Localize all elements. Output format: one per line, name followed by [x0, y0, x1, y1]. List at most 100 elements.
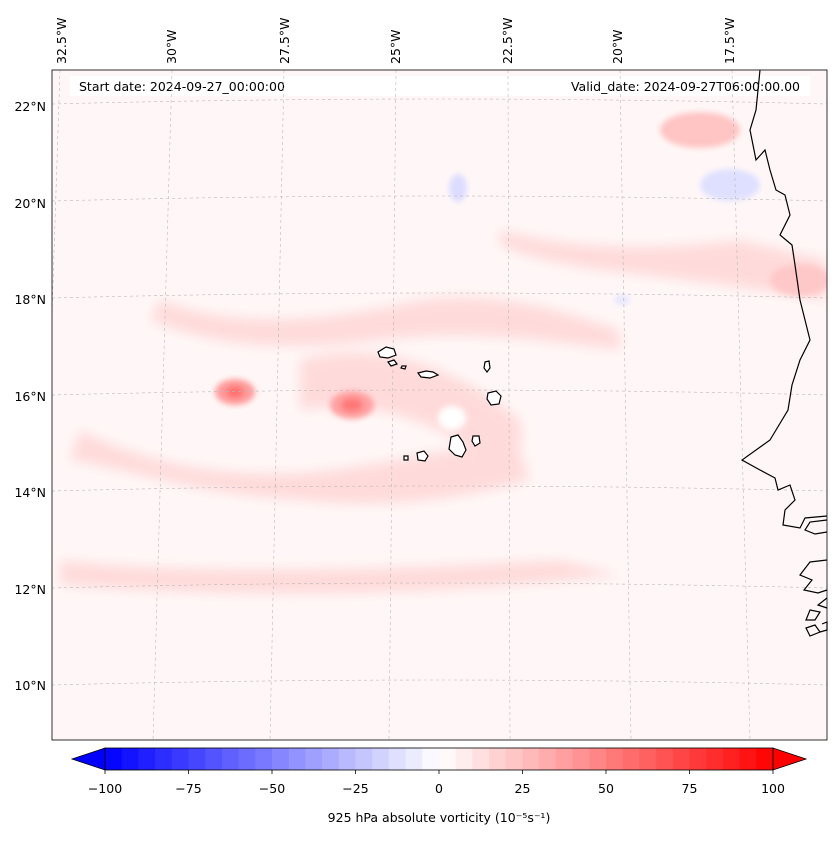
- vorticity-max-northeast: [660, 112, 740, 148]
- island-maio: [471, 435, 481, 447]
- map-panel: Start date: 2024-09-27_00:00:00 Valid_da…: [14, 18, 828, 741]
- colorbar-cell: [756, 748, 774, 770]
- vorticity-min-islands: [438, 406, 466, 430]
- colorbar-cell: [322, 748, 340, 770]
- meridian-17.5w: [731, 70, 751, 740]
- colorbar-tick-label: 75: [682, 781, 698, 796]
- colorbar-cell: [422, 748, 440, 770]
- island-santa-luzia: [400, 365, 407, 370]
- guinea-bissau-coast: [799, 559, 828, 637]
- colorbar-cell: [739, 748, 757, 770]
- colorbar-tick-label: 50: [598, 781, 614, 796]
- island-santiago: [448, 434, 467, 458]
- lon-label: 17.5°W: [722, 18, 737, 64]
- colorbar-tick-label: −25: [342, 781, 368, 796]
- colorbar-cell: [272, 748, 290, 770]
- island-fogo: [416, 450, 429, 462]
- lon-label: 20°W: [610, 29, 625, 64]
- annotation-strip: [70, 76, 810, 96]
- island-santo-antao: [377, 346, 397, 359]
- longitude-labels: 32.5°W 30°W 27.5°W 25°W 22.5°W 20°W 17.5…: [54, 18, 737, 64]
- colorbar-cell: [572, 748, 590, 770]
- colorbar: −100 −75 −50 −25 0 25 50 75 100 925 hPa …: [70, 747, 808, 825]
- vorticity-min-east: [614, 295, 630, 305]
- colorbar-cell: [372, 748, 390, 770]
- lon-label: 22.5°W: [500, 18, 515, 64]
- colorbar-cell: [622, 748, 640, 770]
- colorbar-cell: [355, 748, 373, 770]
- latitude-labels: 22°N 20°N 18°N 16°N 14°N 12°N 10°N: [14, 99, 46, 693]
- vorticity-band-north: [150, 297, 620, 350]
- colorbar-extend-high: [772, 747, 808, 771]
- colorbar-extend-low: [70, 747, 106, 771]
- lat-label: 12°N: [14, 582, 46, 597]
- island-sao-vicente: [387, 359, 398, 367]
- vorticity-band-islands: [300, 352, 522, 460]
- parallel-12n: [52, 582, 827, 589]
- vorticity-min-north: [449, 174, 467, 202]
- colorbar-cell: [405, 748, 423, 770]
- vorticity-max-west-core: [226, 386, 244, 398]
- colorbar-tick-labels: −100 −75 −50 −25 0 25 50 75 100: [88, 781, 785, 796]
- lat-label: 10°N: [14, 678, 46, 693]
- colorbar-tick-label: 0: [435, 781, 443, 796]
- colorbar-label: 925 hPa absolute vorticity (10⁻⁵s⁻¹): [328, 810, 551, 825]
- colorbar-tick-label: 100: [761, 781, 785, 796]
- island-sal: [483, 360, 491, 373]
- start-date-label: Start date: 2024-09-27_00:00:00: [79, 79, 285, 94]
- colorbar-cell: [388, 748, 406, 770]
- colorbar-cell: [656, 748, 674, 770]
- colorbar-cell: [155, 748, 173, 770]
- colorbar-cell: [238, 748, 256, 770]
- island-brava: [403, 455, 409, 461]
- parallel-22n: [52, 98, 827, 105]
- lon-label: 27.5°W: [277, 18, 292, 64]
- colorbar-cell: [589, 748, 607, 770]
- colorbar-cell: [205, 748, 223, 770]
- parallel-16n: [52, 389, 827, 396]
- colorbar-cell: [639, 748, 657, 770]
- colorbar-cell: [255, 748, 273, 770]
- colorbar-cells: [105, 748, 774, 770]
- meridian-30w: [152, 70, 173, 740]
- colorbar-cell: [288, 748, 306, 770]
- colorbar-tick-label: −50: [259, 781, 285, 796]
- lat-label: 14°N: [14, 485, 46, 500]
- vorticity-band-main: [70, 430, 530, 504]
- colorbar-cell: [505, 748, 523, 770]
- colorbar-ticks: [104, 770, 774, 774]
- meridian-20w: [619, 70, 632, 740]
- colorbar-cell: [305, 748, 323, 770]
- cape-verde-islands: [377, 346, 502, 462]
- lat-label: 16°N: [14, 389, 46, 404]
- parallel-10n: [52, 679, 827, 686]
- colorbar-cell: [221, 748, 239, 770]
- lat-label: 20°N: [14, 196, 46, 211]
- lon-label: 30°W: [164, 29, 179, 64]
- lon-label: 32.5°W: [54, 18, 69, 64]
- gambia-coast: [804, 519, 828, 535]
- colorbar-tick-label: −100: [88, 781, 122, 796]
- colorbar-cell: [138, 748, 156, 770]
- colorbar-cell: [472, 748, 490, 770]
- colorbar-cell: [555, 748, 573, 770]
- lon-label: 25°W: [388, 29, 403, 64]
- colorbar-cell: [171, 748, 189, 770]
- meridian-27.5w: [269, 70, 285, 740]
- vorticity-max-central-core: [341, 398, 363, 412]
- colorbar-cell: [706, 748, 724, 770]
- meridian-25w: [388, 70, 397, 740]
- colorbar-cell: [455, 748, 473, 770]
- island-sao-nicolau: [416, 370, 440, 379]
- colorbar-cell: [338, 748, 356, 770]
- colorbar-cell: [439, 748, 457, 770]
- lat-label: 18°N: [14, 292, 46, 307]
- colorbar-cell: [489, 748, 507, 770]
- valid-date-label: Valid_date: 2024-09-27T06:00:00.00: [571, 79, 800, 94]
- colorbar-cell: [188, 748, 206, 770]
- island-boa-vista: [486, 390, 502, 406]
- parallel-20n: [52, 195, 827, 202]
- colorbar-tick-label: −75: [175, 781, 201, 796]
- vorticity-max-coast: [770, 264, 827, 296]
